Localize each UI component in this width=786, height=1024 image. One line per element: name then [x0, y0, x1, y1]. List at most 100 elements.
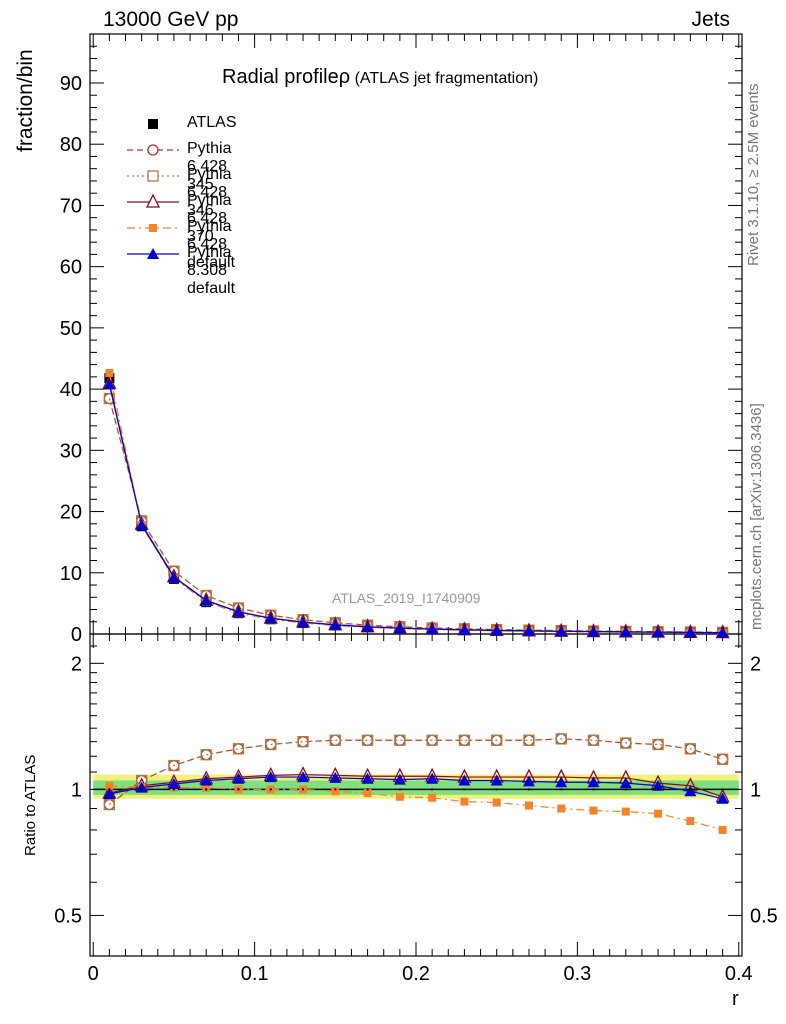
ratio-point-3: [331, 787, 340, 796]
x-tick-label: 0: [88, 963, 99, 985]
legend-marker-series-2: [127, 193, 179, 208]
atlas-ratio-point: [624, 788, 627, 791]
atlas-ratio-point: [689, 788, 692, 791]
atlas-ratio-point: [205, 788, 208, 791]
ratio-point-1: [168, 759, 180, 772]
atlas-ratio-point: [721, 788, 724, 791]
legend-label-series-2: Pythia 6.428 370: [187, 192, 232, 245]
ratio-point-3: [395, 792, 404, 801]
ratio-point-3: [557, 804, 566, 813]
ratio-point-4: [555, 776, 568, 788]
ratio-point-4: [587, 776, 600, 788]
mcplots-label: mcplots.cern.ch [arXiv:1306.3436]: [748, 403, 765, 630]
ratio-y-tick-label: 2: [71, 653, 82, 675]
y-axis-label: fraction/bin: [14, 49, 37, 152]
ratio-point-4: [200, 774, 213, 786]
series-point-4: [329, 618, 342, 630]
ratio-point-4: [232, 772, 245, 784]
ratio-point-3: [428, 793, 437, 802]
x-tick-label: 0.1: [241, 963, 269, 985]
y-tick-label: 80: [60, 134, 82, 156]
series-point-4: [200, 594, 213, 606]
y-tick-label: 90: [60, 73, 82, 95]
series-point-4: [167, 571, 180, 583]
ratio-point-4: [652, 779, 665, 791]
ratio-point-3: [686, 817, 695, 826]
y-tick-label: 40: [60, 379, 82, 401]
legend-marker-series-4: [127, 248, 179, 259]
ratio-point-3: [105, 781, 114, 790]
series-line-4: [108, 384, 723, 634]
ratio-point-1: [716, 753, 729, 765]
ratio-point-1: [329, 734, 341, 746]
ratio-point-3: [460, 797, 469, 806]
ratio-point-1: [652, 738, 664, 751]
series-line-1: [108, 398, 723, 633]
ratio-point-1: [232, 743, 245, 755]
series-point-4: [716, 626, 729, 638]
y-tick-label: 30: [60, 440, 82, 462]
ratio-point-4: [329, 771, 342, 783]
rivet-version-label: Rivet 3.1.10, ≥ 2.5M events: [745, 83, 762, 267]
ratio-y-tick-label: 0.5: [54, 905, 82, 927]
series-point-4: [361, 620, 374, 632]
atlas-ratio-point: [334, 788, 337, 791]
y-tick-label: 10: [60, 563, 82, 585]
series-point-4: [684, 626, 697, 638]
ratio-point-0: [200, 749, 212, 761]
ratio-point-1: [297, 736, 309, 748]
series-point-4: [103, 378, 116, 390]
y-tick-label: 0: [71, 624, 82, 646]
ratio-point-1: [426, 734, 438, 746]
series-point-4: [458, 623, 471, 635]
series-point-4: [619, 625, 632, 637]
legend-label-series-1: Pythia 6.428 346: [187, 166, 232, 219]
y-tick-label: 20: [60, 502, 82, 524]
ratio-y-tick-label-right: 2: [750, 653, 761, 675]
ratio-point-1: [361, 734, 374, 746]
y-tick-label: 50: [60, 318, 82, 340]
ratio-point-1: [394, 734, 406, 746]
x-tick-label: 0.2: [402, 963, 430, 985]
ratio-point-1: [458, 734, 471, 746]
series-point-4: [555, 625, 568, 637]
legend-label-series-4: Pythia 8.308 default: [187, 244, 236, 297]
ratio-point-3: [589, 806, 598, 815]
series-point-4: [232, 605, 245, 617]
ratio-point-4: [167, 777, 180, 789]
ratio-line-2: [109, 773, 723, 798]
y-tick-label: 70: [60, 195, 82, 217]
ratio-point-1: [620, 737, 632, 749]
series-point-4: [652, 626, 665, 638]
ratio-point-4: [103, 787, 116, 799]
ratio-point-4: [426, 772, 439, 784]
header-category-label: Jets: [691, 8, 730, 31]
legend-label-series-0: Pythia 6.428 345: [187, 140, 232, 193]
atlas-ratio-point: [398, 788, 401, 791]
ratio-y-tick-label-right: 0.5: [750, 905, 778, 927]
x-tick-label: 0.3: [563, 963, 591, 985]
ratio-point-4: [684, 785, 697, 797]
ratio-point-4: [393, 773, 406, 785]
series-point-4: [426, 623, 439, 635]
y-tick-label: 60: [60, 257, 82, 279]
series-point-1: [103, 392, 116, 405]
ratio-point-4: [264, 771, 277, 783]
ratio-point-4: [522, 775, 535, 787]
legend-label-atlas: ATLAS: [187, 114, 237, 131]
series-point-4: [297, 616, 310, 628]
watermark-label: ATLAS_2019_I1740909: [332, 590, 481, 606]
ratio-point-4: [716, 792, 729, 804]
atlas-ratio-point: [108, 788, 111, 791]
ratio-line-3: [109, 785, 723, 831]
ratio-y-axis-label: Ratio to ATLAS: [22, 754, 39, 856]
ratio-point-1: [103, 798, 116, 811]
atlas-ratio-point: [269, 788, 272, 791]
ratio-y-tick-label-right: 1: [750, 779, 761, 801]
ratio-point-3: [524, 801, 533, 810]
ratio-point-4: [490, 774, 503, 786]
x-axis-label: r: [732, 988, 739, 1010]
series-point-4: [490, 624, 503, 636]
ratio-point-4: [297, 771, 310, 783]
